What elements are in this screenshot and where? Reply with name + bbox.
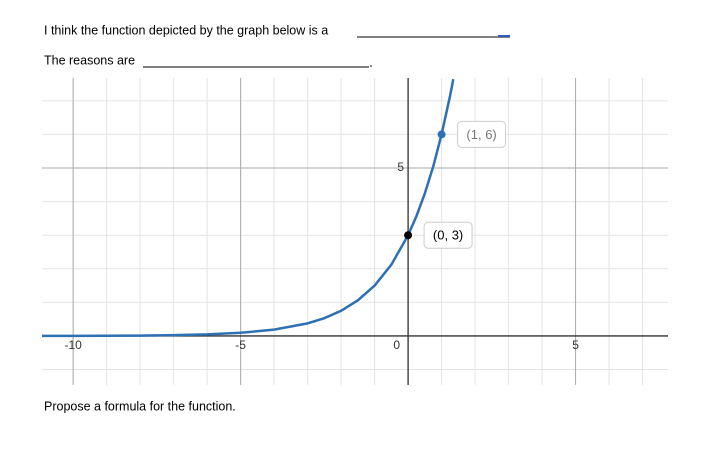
point-label: (1, 6) xyxy=(466,127,496,142)
x-tick-label: 5 xyxy=(572,338,579,352)
point xyxy=(404,231,413,240)
point-label-box xyxy=(423,221,473,249)
period xyxy=(370,65,372,67)
point-label: (0, 3) xyxy=(433,228,463,243)
curve xyxy=(42,78,455,338)
prompt-line: I think the function depicted by the gra… xyxy=(44,23,328,37)
x-tick-label: 0 xyxy=(393,338,400,352)
prompt-line: Propose a formula for the function. xyxy=(44,399,236,413)
point-label-box xyxy=(457,120,507,148)
prompt-line: The reasons are xyxy=(44,53,135,67)
graph: -10 -5 0 5 5 (0, 3) (1, 6) xyxy=(42,78,668,385)
x-tick-label: -5 xyxy=(235,338,246,352)
y-tick-label: 5 xyxy=(397,160,404,174)
x-tick-label: -10 xyxy=(64,338,82,352)
point xyxy=(437,130,446,139)
